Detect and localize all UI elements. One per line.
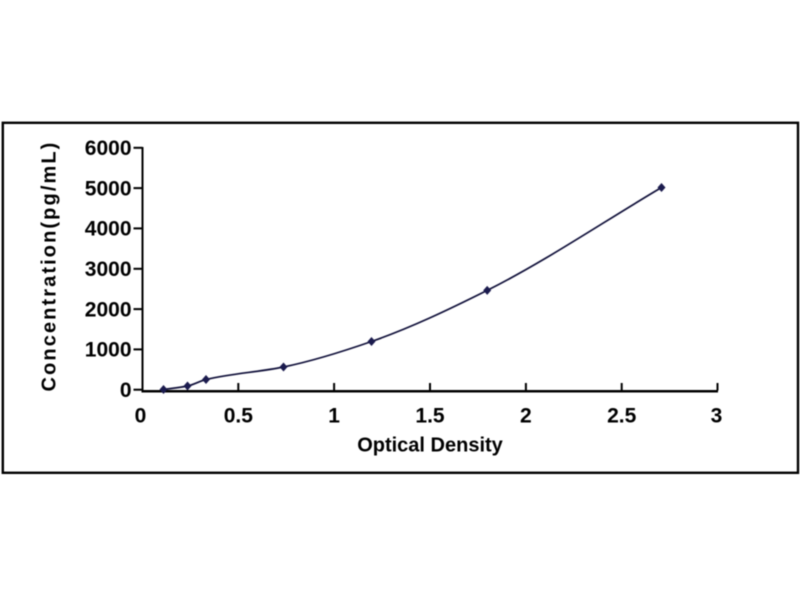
svg-text:1000: 1000 [85,339,132,362]
svg-text:1.5: 1.5 [415,405,445,428]
svg-text:4000: 4000 [85,218,132,241]
svg-text:0: 0 [120,379,132,402]
svg-text:3000: 3000 [85,258,132,281]
svg-text:3: 3 [711,405,723,428]
svg-text:2.5: 2.5 [607,405,637,428]
svg-text:6000: 6000 [85,137,132,160]
svg-text:2000: 2000 [85,298,132,321]
svg-text:Optical Density: Optical Density [357,435,503,457]
svg-text:1: 1 [328,405,340,428]
svg-text:0.5: 0.5 [224,405,254,428]
svg-text:5000: 5000 [85,177,132,200]
svg-text:0: 0 [135,405,147,428]
svg-text:Concentration(pg/mL): Concentration(pg/mL) [39,141,61,392]
svg-text:2: 2 [520,405,532,428]
